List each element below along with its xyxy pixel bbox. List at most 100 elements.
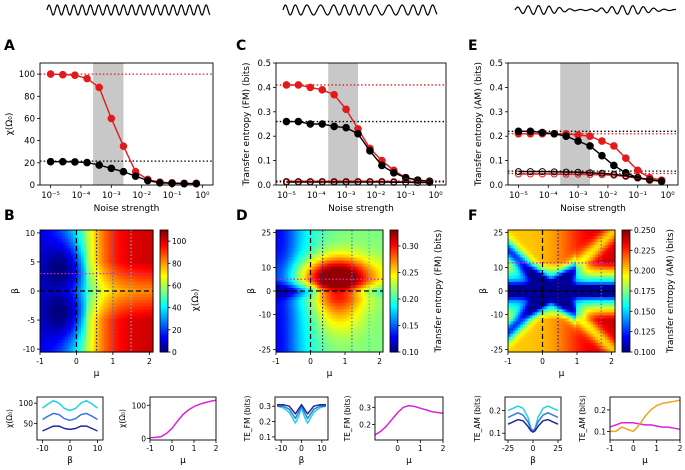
heatmap-cell [512,272,516,277]
heatmap-cell [544,242,548,246]
data-point-red [622,154,630,162]
heatmap-cell [145,272,149,277]
heatmap-cell [293,266,297,271]
heatmap-cell [331,236,335,240]
heatmap-cell [551,272,555,277]
heatmap-cell [358,306,362,310]
heatmap-cell [88,269,92,274]
heatmap-cell [129,318,134,323]
heatmap-cell [93,278,98,283]
heatmap-cell [327,287,331,292]
heatmap-cell [73,342,77,347]
heatmap-cell [361,257,365,262]
heatmap-cell [539,242,543,246]
heatmap-cell [508,263,512,268]
heatmap-cell [532,300,536,304]
heatmap-cell [52,348,57,353]
heatmap-cell [293,333,297,338]
heatmap-cell [300,324,304,329]
heatmap-cell [370,294,374,298]
heatmap-cell [534,303,538,307]
heatmap-cell [348,324,352,329]
heatmap-cell [365,294,370,298]
heatmap-cell [132,321,136,326]
heatmap-cell [109,242,113,246]
heatmap-cell [358,248,362,252]
heatmap-cell [336,251,340,255]
heatmap-cell [370,263,374,268]
heatmap-cell [527,242,531,246]
heatmap-cell [42,294,46,298]
heatmap-cell [60,348,64,353]
heatmap-cell [91,309,95,313]
heatmap-cell [140,278,144,283]
heatmap-cell [365,315,370,320]
heatmap-cell [561,287,565,292]
heatmap-cell [137,254,141,259]
heatmap-cell [288,257,292,262]
heatmap-cell [365,254,370,259]
heatmap-cell [124,318,128,323]
heatmap-cell [307,287,311,292]
heatmap-cell [60,251,64,255]
heatmap-cell [339,312,343,316]
heatmap-cell [104,342,108,347]
heatmap-cell [517,275,521,280]
heatmap-cell [288,333,292,338]
heatmap-cell [88,263,92,268]
heatmap-cell [52,297,57,301]
heatmap-cell [140,236,144,240]
heatmap-cell [40,239,44,243]
heatmap-cell [566,324,570,329]
heatmap-cell [375,233,379,237]
heatmap-cell [549,266,553,271]
heatmap-cell [375,278,379,283]
heatmap-cell [57,309,62,313]
heatmap-cell [327,333,331,338]
heatmap-cell [124,339,128,344]
colorbar-segment [160,272,168,276]
heatmap-cell [512,284,516,289]
heatmap-cell [375,236,379,240]
heatmap-cell [534,245,538,249]
heatmap-cell [319,303,323,307]
heatmap-cell [551,339,555,344]
heatmap-cell [556,342,560,347]
heatmap-cell [104,297,108,301]
heatmap-cell [280,294,284,298]
heatmap-cell [73,312,77,316]
heatmap-cell [363,287,367,292]
heatmap-cell [81,257,85,262]
heatmap-cell [283,287,287,292]
heatmap-cell [124,254,128,259]
heatmap-cell [42,315,46,320]
heatmap-cell [353,336,357,341]
heatmap-cell [520,230,524,234]
heatmap-cell [114,230,118,234]
heatmap-cell [276,269,280,274]
heatmap-cell [283,272,287,277]
heatmap-cell [285,287,289,292]
heatmap-cell [109,327,113,332]
heatmap-cell [365,236,370,240]
heatmap-cell [109,315,113,320]
heatmap-cell [559,294,563,298]
heatmap-cell [137,230,141,234]
heatmap-cell [512,287,516,292]
heatmap-cell [368,312,372,316]
heatmap-cell [47,306,51,310]
heatmap-cell [55,248,59,252]
heatmap-cell [150,339,154,344]
heatmap-cell [358,291,362,295]
heatmap-cell [124,324,128,329]
heatmap-cell [99,291,103,295]
heatmap-cell [339,269,343,274]
heatmap-cell [142,309,146,313]
heatmap-cell [546,239,550,243]
heatmap-cell [344,263,348,268]
heatmap-cell [365,345,370,350]
heatmap-cell [341,242,345,246]
heatmap-cell [111,297,116,301]
heatmap-cell [129,251,134,255]
colorbar-segment [390,335,398,339]
